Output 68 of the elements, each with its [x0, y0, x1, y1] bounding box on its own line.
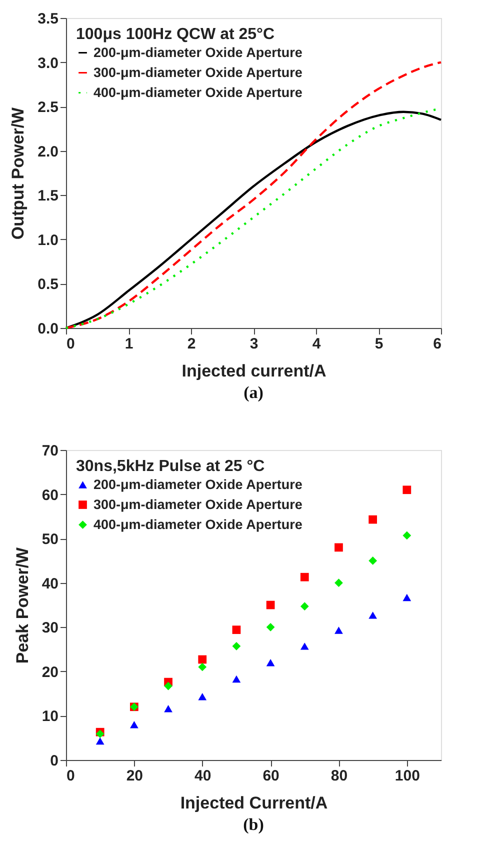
y-tick-label: 10: [42, 708, 58, 726]
y-tick-label: 40: [42, 575, 58, 592]
point: [368, 515, 377, 524]
point: [164, 705, 172, 712]
point: [334, 543, 343, 552]
y-axis-title: Peak Power/W: [12, 546, 32, 664]
x-tick-label: 80: [330, 768, 348, 784]
x-tick-label: 2: [187, 336, 196, 352]
x-tick-label: 40: [194, 768, 212, 784]
x-tick-label: 3: [250, 336, 258, 352]
y-tick-label: 0.0: [38, 320, 58, 338]
y-tick-label: 30: [42, 620, 58, 637]
x-tick-label: 6: [433, 336, 442, 352]
point: [96, 737, 104, 745]
point: [402, 486, 412, 494]
x-tick-label: 60: [262, 768, 280, 784]
point: [232, 675, 241, 683]
point: [198, 662, 207, 672]
text: (b): [243, 815, 264, 834]
y-tick-label: 1.5: [38, 188, 58, 205]
y-tick-label: 3.0: [38, 54, 58, 72]
y-tick-label: 0: [50, 752, 58, 770]
y-tick-label: 20: [42, 664, 58, 681]
y-tick-label: 2.5: [38, 99, 58, 116]
legend-label: 400-μm-diameter Oxide Aperture: [94, 516, 303, 532]
y-tick-label: 3.5: [38, 10, 58, 28]
x-tick-label: 100: [394, 768, 420, 784]
point: [232, 626, 241, 634]
chart-title: 100μs 100Hz QCW at 25°C: [76, 26, 275, 43]
x-tick-label: 5: [374, 336, 384, 352]
legend-label: 200-μm-diameter Oxide Aperture: [94, 476, 303, 492]
point: [266, 622, 275, 632]
y-axis-title: Output Power/W: [8, 106, 28, 240]
y-tick-label: 50: [42, 531, 58, 548]
legend-label: 400-μm-diameter Oxide Aperture: [94, 84, 303, 100]
point: [266, 658, 275, 666]
point: [402, 531, 412, 540]
x-tick-label: 0: [66, 336, 75, 352]
point: [300, 602, 309, 611]
text: (a): [244, 383, 264, 402]
point: [402, 594, 412, 602]
chart-title: 30ns,5kHz Pulse at 25 °C: [76, 458, 266, 475]
x-tick-label: 0: [66, 768, 75, 784]
y-tick-label: 60: [42, 486, 58, 504]
y-tick-label: 2.0: [38, 143, 58, 160]
point: [334, 626, 343, 634]
point: [130, 720, 138, 728]
point: [266, 600, 275, 610]
legend-label: 300-μm-diameter Oxide Aperture: [94, 64, 303, 80]
x-tick-label: 20: [126, 768, 144, 784]
point: [198, 655, 207, 664]
y-tick-label: 70: [42, 442, 58, 460]
x-axis-title: Injected Current/A: [180, 794, 328, 812]
legend-label: 300-μm-diameter Oxide Aperture: [94, 496, 303, 512]
point: [300, 642, 309, 650]
y-tick-label: 0.5: [38, 276, 58, 294]
point: [164, 682, 172, 690]
legend-label: 200-μm-diameter Oxide Aperture: [94, 44, 303, 60]
point: [368, 556, 377, 565]
y-tick-label: 1.0: [38, 232, 58, 249]
x-tick-label: 1: [124, 336, 134, 352]
point: [300, 572, 309, 582]
x-axis-title: Injected current/A: [182, 362, 326, 380]
point: [232, 642, 241, 650]
x-tick-label: 4: [312, 336, 322, 352]
point: [198, 693, 207, 700]
point: [334, 578, 343, 588]
point: [368, 612, 377, 619]
